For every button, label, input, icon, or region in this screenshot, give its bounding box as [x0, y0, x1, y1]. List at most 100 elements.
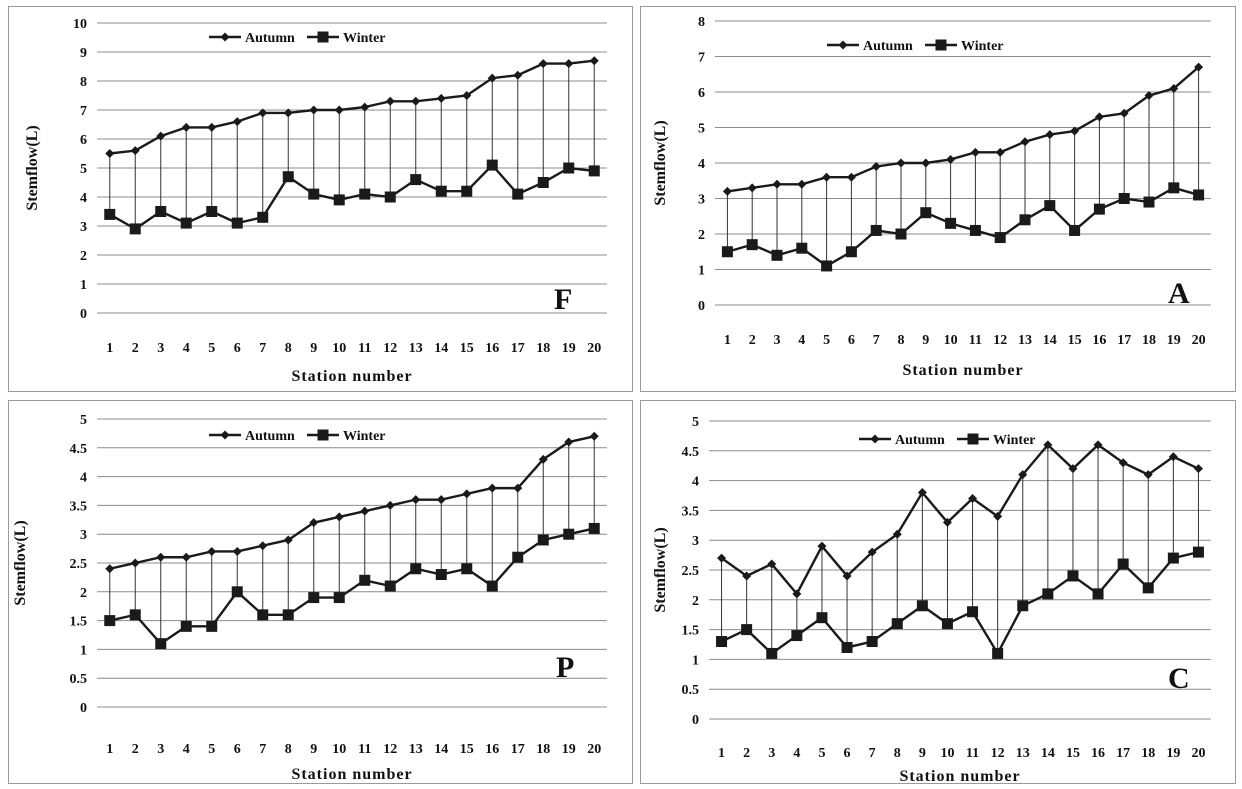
winter-point [994, 232, 1006, 244]
x-tick-label: 4 [183, 742, 190, 757]
legend-label-autumn: Autumn [895, 433, 945, 448]
winter-point [791, 630, 803, 642]
x-tick-label: 2 [743, 746, 750, 761]
x-tick-label: 11 [358, 341, 371, 356]
x-tick-label: 3 [157, 341, 164, 356]
y-tick-label: 4.5 [682, 445, 700, 460]
autumn-point [747, 183, 757, 193]
winter-point [916, 600, 928, 612]
autumn-point [462, 489, 472, 499]
y-tick-label: 1.5 [682, 624, 700, 639]
autumn-point [105, 564, 115, 574]
legend-marker-autumn [838, 40, 848, 50]
autumn-point [181, 552, 191, 562]
winter-point [1118, 193, 1130, 204]
autumn-point [589, 56, 599, 66]
autumn-point [1094, 112, 1104, 122]
autumn-point [334, 105, 344, 115]
autumn-point [842, 571, 852, 581]
y-tick-label: 0 [80, 701, 87, 716]
autumn-point [970, 147, 980, 157]
chart-panel-f: 0 1 2 3 4 5 6 7 8 9 10 1 2 3 4 5 6 7 8 9 10 11 12 13 14 15 16 17 18 1… [8, 6, 633, 392]
x-tick-label: 20 [1191, 746, 1205, 761]
x-tick-label: 5 [818, 746, 825, 761]
autumn-point [817, 541, 827, 551]
x-tick-label: 16 [485, 341, 499, 356]
winter-point [461, 563, 473, 575]
x-tick-label: 1 [106, 341, 113, 356]
winter-point [282, 171, 294, 183]
x-tick-label: 5 [208, 742, 215, 757]
x-tick-label: 6 [848, 333, 855, 348]
x-tick-label: 5 [208, 341, 215, 356]
winter-point [1044, 200, 1056, 212]
winter-point [741, 624, 753, 636]
winter-point [206, 620, 218, 632]
y-tick-label: 3 [698, 193, 705, 208]
y-axis-label: Stemflow(L) [652, 527, 669, 612]
x-tick-label: 16 [1092, 333, 1106, 348]
autumn-point [462, 91, 472, 100]
winter-point [870, 224, 882, 236]
winter-point [588, 522, 600, 534]
autumn-point [207, 122, 217, 132]
winter-point [129, 223, 141, 235]
y-tick-label: 0 [698, 299, 705, 314]
winter-point [359, 574, 371, 586]
autumn-point [105, 149, 115, 158]
x-tick-label: 15 [1066, 746, 1080, 761]
winter-point [231, 217, 243, 229]
autumn-series-line [727, 66, 1200, 193]
x-tick-label: 2 [132, 341, 139, 356]
autumn-point [385, 96, 395, 106]
winter-point [1067, 570, 1079, 582]
winter-point [841, 641, 853, 653]
autumn-point [181, 122, 191, 132]
autumn-point [993, 511, 1003, 521]
x-tick-label: 8 [285, 341, 292, 356]
y-tick-label: 0 [80, 307, 87, 322]
chart-c-svg: 00.511.522.533.544.551 2 3 4 5 6 7 8 9 10 11 12 13 14… [652, 415, 1211, 785]
legend-label-winter: Winter [993, 433, 1036, 448]
winter-point [866, 636, 878, 648]
y-tick-label: 1.5 [70, 615, 88, 630]
autumn-point [717, 553, 727, 563]
x-tick-label: 17 [511, 742, 525, 757]
winter-point [1017, 600, 1029, 612]
autumn-point [896, 158, 906, 168]
winter-point [1143, 196, 1155, 208]
autumn-point [1070, 126, 1080, 136]
y-tick-label: 10 [73, 17, 87, 32]
winter-point [206, 206, 218, 217]
winter-point [104, 208, 116, 220]
winter-point [384, 191, 396, 203]
x-tick-label: 3 [774, 333, 781, 348]
x-tick-label: 18 [1141, 746, 1155, 761]
autumn-point [995, 147, 1005, 157]
legend-label-autumn: Autumn [863, 39, 913, 54]
winter-point [486, 159, 498, 171]
y-tick-label: 2.5 [682, 564, 700, 579]
autumn-point [589, 431, 599, 441]
winter-point [461, 185, 473, 197]
x-tick-label: 10 [940, 746, 954, 761]
panel-letter: C [1168, 662, 1190, 695]
autumn-point [130, 558, 140, 568]
x-tick-label: 13 [1016, 746, 1030, 761]
winter-point [588, 165, 600, 177]
y-tick-label: 9 [80, 46, 87, 61]
x-tick-label: 14 [434, 341, 448, 356]
x-tick-label: 14 [434, 742, 448, 757]
autumn-point [513, 70, 523, 80]
autumn-point [487, 483, 497, 493]
y-tick-label: 4 [698, 157, 705, 172]
y-tick-label: 2 [698, 228, 705, 243]
winter-point [129, 609, 141, 621]
autumn-point [232, 117, 242, 127]
winter-point [967, 606, 979, 618]
winter-point [563, 162, 575, 174]
y-tick-label: 4.5 [70, 442, 88, 457]
x-tick-label: 17 [1117, 333, 1131, 348]
x-tick-label: 13 [409, 742, 423, 757]
